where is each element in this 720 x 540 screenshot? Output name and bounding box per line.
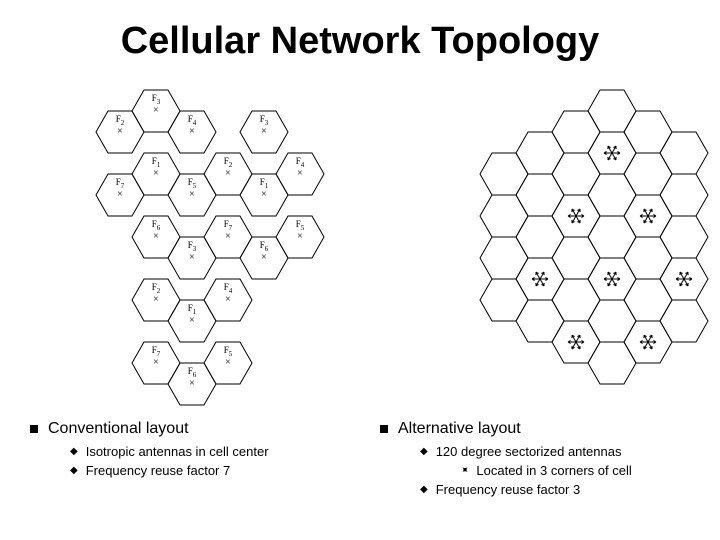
cell-label: F3 [188,240,197,253]
cell-label: F5 [188,177,197,190]
cell-label: F5 [296,219,305,232]
cross-icon: × [225,169,231,179]
left-heading-text: Conventional layout [48,420,189,438]
square-bullet-icon [30,425,38,433]
hexagon-cell: F1× [168,300,216,342]
sector-antenna-icon [531,270,549,288]
cell-label: F3 [260,114,269,127]
right-subitem-1-text: Located in 3 corners of cell [476,463,631,478]
hexagon-cell: F6× [240,237,288,279]
sector-antenna-icon [603,270,621,288]
cross-icon: × [153,106,159,116]
slide-title: Cellular Network Topology [0,20,720,63]
cross-icon: × [189,316,195,326]
right-item-1: ◆ 120 degree sectorized antennas [420,444,710,459]
hexagon-cell: F4× [168,111,216,153]
cross-icon: × [297,169,303,179]
diamond-bullet-icon: ◆ [420,446,428,457]
square-bullet-icon [380,425,388,433]
cross-icon: × [225,358,231,368]
left-item-2-text: Frequency reuse factor 7 [86,463,231,478]
left-column: Conventional layout ◆ Isotropic antennas… [30,420,360,482]
hexagon-cell: F2× [96,111,144,153]
sub-bullet-icon: ✦ [457,464,471,478]
sector-antenna-icon [639,207,657,225]
cross-icon: × [153,295,159,305]
right-item-2-text: Frequency reuse factor 3 [436,482,581,497]
cell-label: F4 [296,156,305,169]
right-heading-text: Alternative layout [398,420,521,438]
cell-label: F6 [152,219,161,232]
sector-antenna-icon [675,270,693,288]
cell-label: F7 [224,219,233,232]
sector-antenna-icon [603,144,621,162]
hexagon-cell: F3× [240,111,288,153]
right-column: Alternative layout ◆ 120 degree sectoriz… [380,420,710,501]
cross-icon: × [189,190,195,200]
cross-icon: × [117,190,123,200]
diamond-bullet-icon: ◆ [420,484,428,495]
cell-label: F2 [224,156,233,169]
right-item-2: ◆ Frequency reuse factor 3 [420,482,710,497]
cell-label: F6 [188,366,197,379]
cell-label: F3 [152,93,161,106]
cell-label: F6 [260,240,269,253]
cell-label: F4 [188,114,197,127]
cross-icon: × [261,190,267,200]
cell-label: F1 [188,303,197,316]
cross-icon: × [153,232,159,242]
cell-label: F5 [224,345,233,358]
sector-antenna-icon [639,333,657,351]
right-item-1-text: 120 degree sectorized antennas [436,444,622,459]
cross-icon: × [153,169,159,179]
diamond-bullet-icon: ◆ [70,446,78,457]
hexagon-cell: F3× [168,237,216,279]
cross-icon: × [189,127,195,137]
cell-label: F7 [116,177,125,190]
cell-label: F4 [224,282,233,295]
cell-label: F7 [152,345,161,358]
cross-icon: × [153,358,159,368]
hexagon-cell: F6× [168,363,216,405]
left-item-1-text: Isotropic antennas in cell center [86,444,269,459]
cross-icon: × [297,232,303,242]
sector-antenna-icon [567,207,585,225]
cell-label: F1 [260,177,269,190]
right-subitem-1: ✦ Located in 3 corners of cell [460,463,710,478]
cross-icon: × [117,127,123,137]
left-heading-item: Conventional layout [30,420,360,438]
cell-label: F2 [152,282,161,295]
left-item-1: ◆ Isotropic antennas in cell center [70,444,360,459]
right-heading-item: Alternative layout [380,420,710,438]
cross-icon: × [261,253,267,263]
diamond-bullet-icon: ◆ [70,465,78,476]
cross-icon: × [261,127,267,137]
cell-label: F1 [152,156,161,169]
hexagon-cell [588,342,636,384]
sector-antenna-icon [567,333,585,351]
cross-icon: × [225,232,231,242]
cross-icon: × [225,295,231,305]
hexagon-cell: F1× [240,174,288,216]
cell-label: F2 [116,114,125,127]
cross-icon: × [189,253,195,263]
left-item-2: ◆ Frequency reuse factor 7 [70,463,360,478]
cross-icon: × [189,379,195,389]
hexagon-cell: F7× [96,174,144,216]
diagram-area: F3×F2×F4×F1×F7×F5×F6×F3×F2×F4×F1×F7×F5×F… [0,80,720,410]
